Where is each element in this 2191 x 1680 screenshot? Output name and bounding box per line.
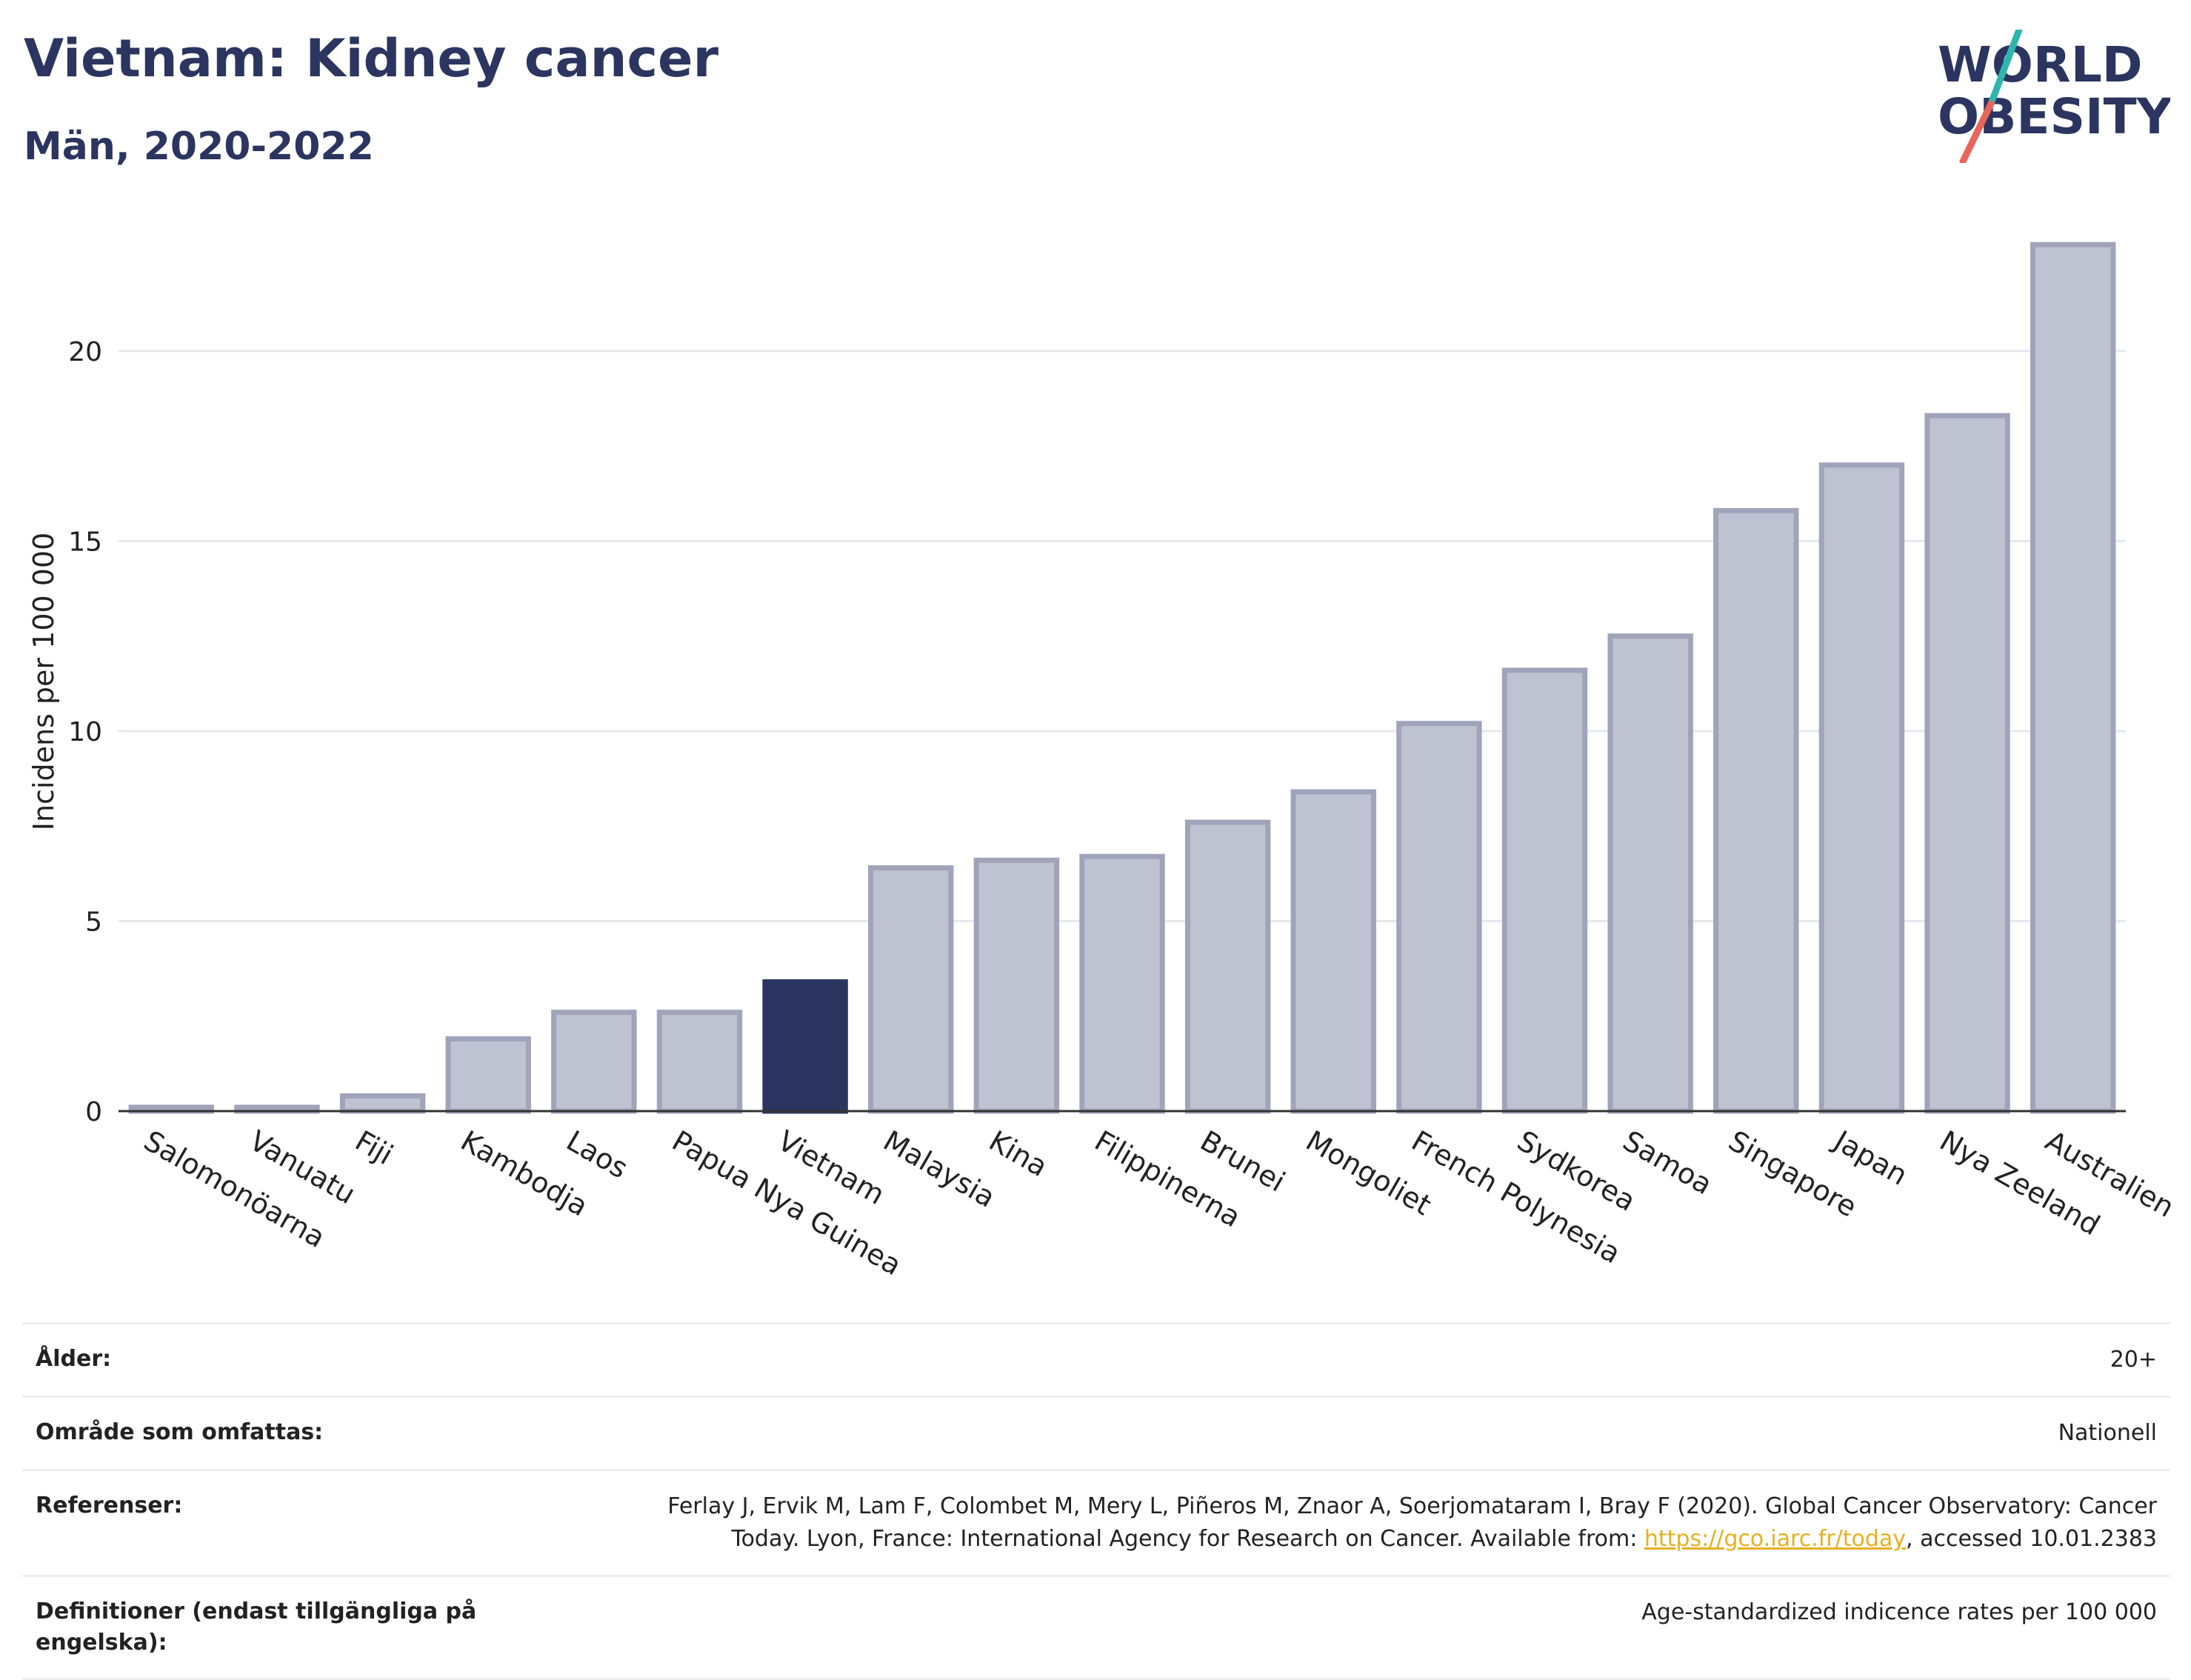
world-obesity-logo: WORLD OBESITY — [1938, 30, 2170, 163]
bars — [128, 241, 2116, 1114]
y-axis-label: Incidens per 100 000 — [27, 533, 60, 831]
bar — [1184, 819, 1271, 1114]
bar-highlight — [762, 979, 848, 1114]
bar — [1607, 633, 1693, 1114]
y-tick-label: 10 — [68, 717, 102, 747]
chart-title: Vietnam: Kidney cancer — [24, 28, 718, 89]
logo-red-slash — [1959, 100, 1995, 163]
y-tick-label: 15 — [68, 527, 102, 557]
references-link[interactable]: https://gco.iarc.fr/today — [1644, 1526, 1907, 1552]
area-label: Område som omfattas: — [36, 1419, 324, 1445]
y-tick-label: 20 — [68, 337, 102, 367]
chart-subtitle: Män, 2020-2022 — [24, 124, 374, 169]
references-label: Referenser: — [36, 1493, 183, 1519]
bar — [339, 1093, 426, 1114]
info-row-area: Område som omfattas: Nationell — [22, 1396, 2170, 1469]
bar — [1501, 667, 1588, 1114]
age-value: 20+ — [2110, 1347, 2157, 1373]
logo-teal-slash — [1987, 30, 2023, 107]
info-row-references: Referenser: Ferlay J, Ervik M, Lam F, Co… — [22, 1469, 2170, 1575]
definitions-label: Definitioner (endast tillgängliga på eng… — [36, 1599, 477, 1656]
bar — [868, 865, 954, 1114]
definitions-value: Age-standardized indicence rates per 100… — [1641, 1599, 2157, 1625]
bar — [656, 1010, 743, 1114]
bar — [2030, 241, 2116, 1114]
x-tick-label: Laos — [561, 1124, 633, 1185]
bar — [1713, 507, 1799, 1114]
y-axis-ticks: 0 5 10 15 20 — [68, 337, 102, 1127]
bar — [551, 1010, 637, 1114]
age-label: Ålder: — [36, 1346, 112, 1372]
x-tick-label: Salomonöarna — [139, 1124, 331, 1254]
area-value: Nationell — [2058, 1420, 2157, 1446]
references-line-1: Ferlay J, Ervik M, Lam F, Colombet M, Me… — [667, 1493, 2157, 1519]
bar — [1396, 721, 1482, 1114]
references-line-2-post: , accessed 10.01.2383 — [1906, 1526, 2157, 1552]
bar — [973, 857, 1060, 1114]
bar — [1924, 413, 2010, 1114]
bar — [1079, 853, 1165, 1114]
logo-world-text: WORLD — [1938, 36, 2143, 93]
y-tick-label: 5 — [85, 907, 102, 937]
info-row-age: Ålder: 20+ — [22, 1322, 2170, 1396]
x-tick-label: Malaysia — [878, 1124, 1001, 1214]
bar — [445, 1036, 531, 1114]
y-tick-label: 0 — [85, 1097, 102, 1127]
references-line-2-pre: Today. Lyon, France: International Agenc… — [731, 1526, 1644, 1552]
info-table: Ålder: 20+ Område som omfattas: Nationel… — [22, 1322, 2170, 1680]
info-row-definitions: Definitioner (endast tillgängliga på eng… — [22, 1575, 2170, 1680]
x-tick-label: Fiji — [350, 1124, 398, 1171]
bar — [1818, 462, 1905, 1114]
bar — [1290, 789, 1376, 1114]
references-value: Ferlay J, Ervik M, Lam F, Colombet M, Me… — [667, 1490, 2157, 1556]
x-tick-label: Japan — [1827, 1124, 1913, 1192]
x-tick-label: Kina — [984, 1124, 1053, 1184]
